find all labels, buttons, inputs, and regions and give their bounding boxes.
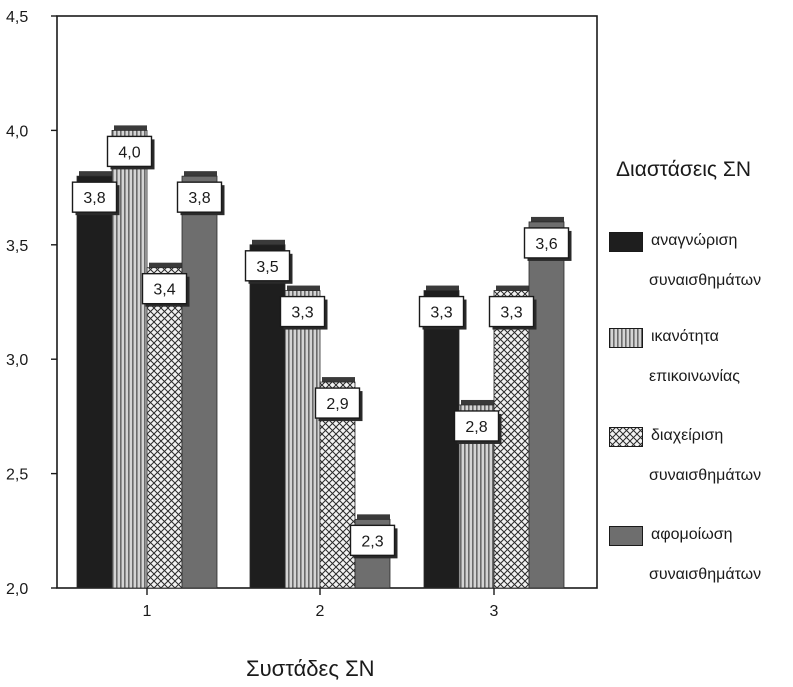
legend-label: ικανότητα επικοινωνίας: [649, 322, 793, 392]
data-label-box: [523, 227, 570, 259]
bar-s2-c2: [284, 290, 321, 589]
legend-label-line: συναισθημάτων: [649, 272, 762, 289]
bar-s4-c1: [181, 175, 218, 589]
data-label: 2,3: [361, 533, 383, 550]
y-tick-label: 2,5: [6, 467, 28, 484]
y-tick-label: 2,0: [6, 581, 28, 598]
data-label: 2,8: [465, 419, 487, 436]
bar-cap: [184, 171, 217, 177]
data-label-box: [279, 295, 326, 328]
legend-swatch-fill: [609, 526, 643, 546]
bar-cap: [114, 125, 147, 131]
data-label: 2,9: [326, 396, 348, 413]
legend-label-line: αναγνώριση: [651, 232, 738, 249]
axes-group: 2,0 2,5 3,0 3,5 4,0 4,5 1 2 3: [6, 9, 499, 620]
bar-cap: [531, 216, 564, 222]
legend-swatch: [609, 328, 643, 348]
data-label: 3,8: [83, 190, 105, 207]
legend-label: αφομοίωση συναισθημάτων: [649, 520, 793, 590]
y-tick-label: 3,0: [6, 352, 28, 369]
bar-s1-c2: [249, 244, 286, 589]
data-label: 3,4: [153, 282, 175, 299]
data-label: 3,6: [535, 236, 557, 253]
data-label: 3,3: [430, 305, 452, 322]
data-label-box: [453, 410, 500, 442]
data-labels-group: 3,8 3,5 3,3 4,0 3,3 2,8 3,4 2,9 3,3 3,8 2,3 3,6: [71, 135, 572, 559]
x-tick-label: 1: [143, 603, 152, 620]
data-label: 4,0: [118, 144, 140, 161]
data-label-box: [314, 387, 361, 419]
data-label: 3,3: [291, 305, 313, 322]
bar-cap: [79, 171, 112, 177]
data-label: 3,3: [500, 305, 522, 322]
legend-label-line: επικοινωνίας: [649, 368, 740, 385]
legend-label: διαχείριση συναισθημάτων: [649, 421, 793, 491]
data-label-box: [349, 524, 396, 557]
data-label-box: [418, 295, 465, 328]
legend-label-line: συναισθημάτων: [649, 566, 762, 583]
legend-label-line: συναισθημάτων: [649, 467, 762, 484]
y-tick-label: 4,5: [6, 9, 28, 26]
data-label-box: [176, 181, 223, 213]
bar-cap: [426, 285, 459, 291]
data-label: 3,5: [256, 259, 278, 276]
data-label-box: [244, 250, 291, 282]
bar-cap: [149, 262, 182, 268]
legend-label: αναγνώριση συναισθημάτων: [649, 226, 793, 296]
legend-swatch-fill: [609, 427, 643, 447]
legend-label-line: ικανότητα: [651, 328, 719, 345]
y-tick-label: 4,0: [6, 123, 28, 140]
x-tick-label: 2: [316, 603, 325, 620]
legend-swatch-fill: [609, 232, 643, 252]
bar-cap: [357, 514, 390, 520]
data-label-box: [71, 181, 118, 213]
bar-cap: [461, 399, 494, 405]
bar-s3-c1: [146, 267, 183, 589]
bar-s4-c3: [528, 221, 565, 589]
bar-s1-c1: [76, 175, 113, 589]
bar-cap: [496, 285, 529, 291]
bar-s1-c3: [423, 290, 460, 589]
data-label-box: [106, 135, 153, 168]
legend-title: Διαστάσεις ΣΝ: [616, 158, 752, 181]
x-axis-title: Συστάδες ΣΝ: [246, 656, 375, 681]
legend-swatch: [609, 232, 643, 252]
bar-cap: [322, 377, 355, 383]
data-label-box: [488, 295, 535, 328]
data-label: 3,8: [188, 190, 210, 207]
bar-cap: [252, 239, 285, 245]
legend-swatch: [609, 427, 643, 447]
legend-swatch-fill: [609, 328, 643, 348]
y-tick-label: 3,5: [6, 238, 28, 255]
legend-label-line: διαχείριση: [651, 427, 724, 444]
bar-s3-c3: [493, 290, 530, 589]
data-label-box: [141, 272, 188, 305]
bar-cap: [287, 285, 320, 291]
legend-swatch: [609, 526, 643, 546]
bars-group: [76, 125, 565, 589]
x-tick-label: 3: [490, 603, 499, 620]
legend-label-line: αφομοίωση: [651, 526, 733, 543]
